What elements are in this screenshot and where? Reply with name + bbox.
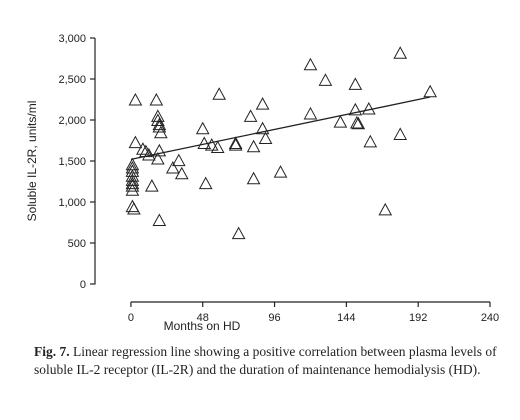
data-point [125,179,140,192]
data-point [333,115,348,128]
y-tick-label: 2,000 [58,115,86,127]
data-point [152,120,167,133]
x-tick-label: 0 [128,312,134,324]
data-point [246,139,261,153]
caption-text: Linear regression line showing a positiv… [34,344,497,377]
tick-marks [90,37,491,307]
data-point [348,102,363,116]
data-point [393,46,408,59]
data-point [363,134,378,148]
data-point [125,161,140,174]
regression-line [130,96,431,160]
x-tick-label: 96 [268,312,280,324]
data-point [165,161,180,174]
data-point [125,157,140,171]
y-tick-label: 1,500 [58,156,86,168]
data-point [152,213,167,227]
y-axis-title: Soluble IL-2R, units/ml [25,101,39,222]
data-point [228,136,243,149]
figure-caption: Fig. 7. Linear regression line showing a… [34,343,500,379]
data-point [361,101,376,115]
data-point [153,125,168,139]
regression-line-group [130,96,431,160]
data-point [228,138,243,151]
data-point [210,140,225,154]
x-tick-label: 144 [337,312,355,324]
data-point [136,142,150,155]
y-tick-label: 0 [80,279,86,291]
data-point [348,77,363,90]
y-tick-label: 2,500 [58,74,86,86]
data-point [273,165,288,178]
data-point [303,57,318,71]
data-point [231,226,246,240]
data-point [127,202,141,215]
data-point [125,176,140,190]
data-point [243,109,258,122]
data-point [303,106,318,120]
data-point [204,138,219,151]
data-point [255,121,270,135]
data-point [351,116,366,130]
data-point [393,127,408,140]
x-tick-label: 240 [481,312,499,324]
data-point [198,176,213,190]
tick-labels: 0 500 1,000 1,500 2,000 2,500 3,000 0 48 96 144 192… [58,33,499,324]
data-point [145,179,159,192]
data-point [125,164,140,177]
data-point [125,183,140,196]
data-point [128,92,143,106]
y-tick-label: 3,000 [58,33,86,45]
data-point [318,73,333,86]
data-point [150,109,165,122]
y-tick-label: 1,000 [58,197,86,209]
axes [94,38,490,303]
data-point [349,115,364,129]
data-point [125,173,140,186]
data-point [174,166,189,180]
data-point [195,121,210,135]
data-points [125,46,437,240]
y-tick-label: 500 [68,238,86,250]
data-point [246,171,261,185]
scatter-chart: 0 500 1,000 1,500 2,000 2,500 3,000 0 48 96 144 192… [25,33,499,333]
x-axis-title: Months on HD [164,319,241,333]
data-point [212,87,227,100]
data-point [255,97,270,110]
data-point [258,131,273,145]
data-point [423,84,437,98]
data-point [171,153,186,167]
data-point [378,202,393,216]
x-tick-label: 192 [409,312,427,324]
caption-label: Fig. 7. [34,344,70,359]
data-point [150,151,165,165]
data-point [125,169,140,182]
data-point [149,92,164,106]
data-point [150,113,165,126]
x-tick-label: 48 [197,312,209,324]
data-point [128,135,143,149]
